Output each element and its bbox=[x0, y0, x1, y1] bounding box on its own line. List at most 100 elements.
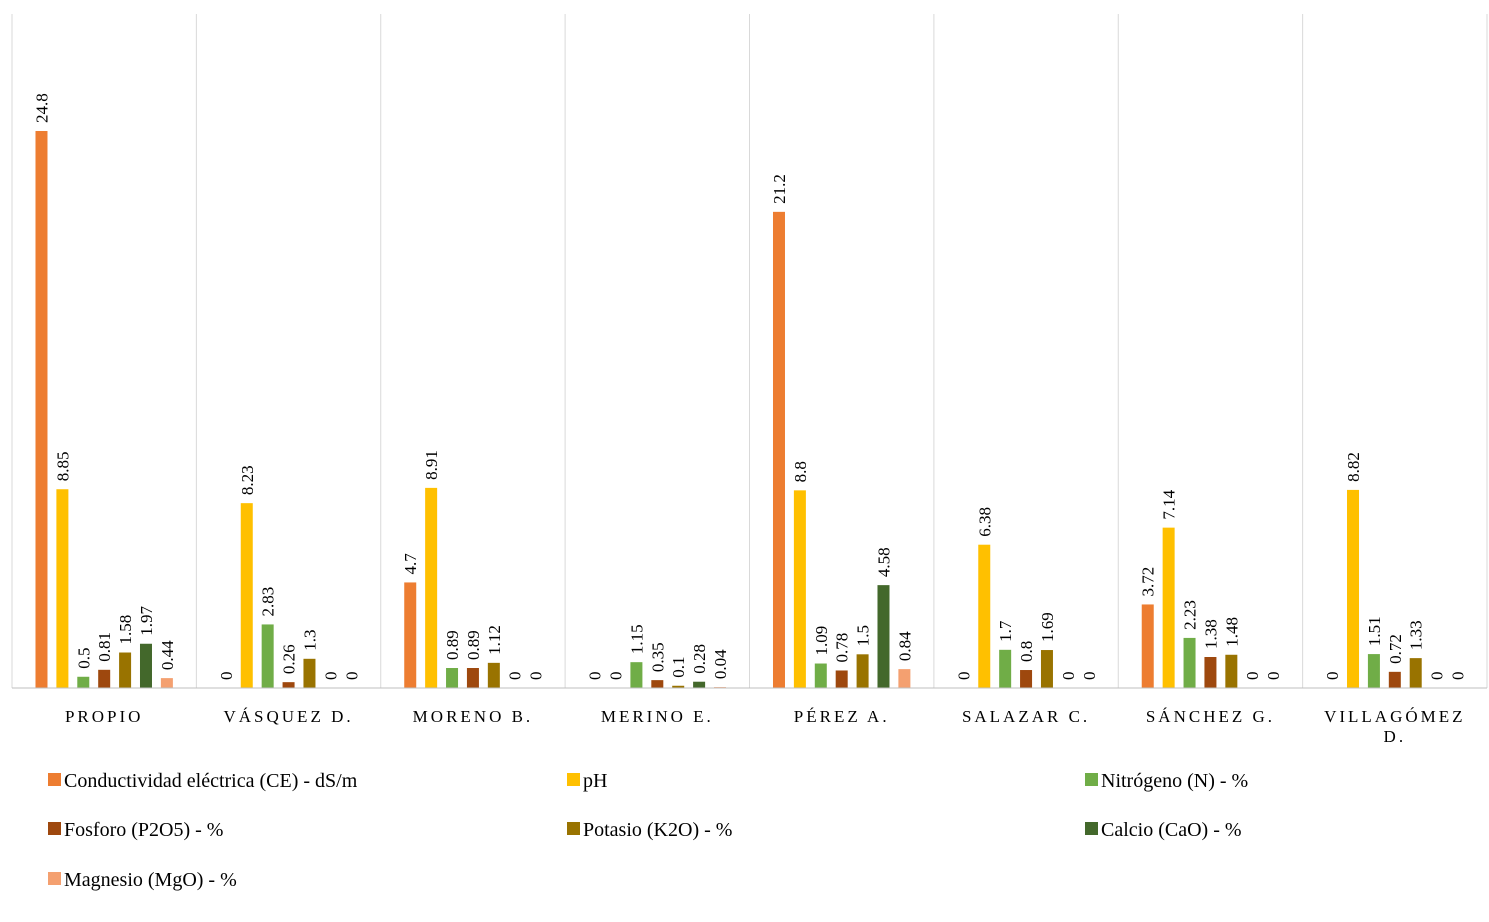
bar bbox=[446, 668, 459, 688]
data-label: 0 bbox=[1243, 672, 1262, 681]
data-labels: 24.8 8.85 0.5 0.811.58 1.970.44 0 8.23 2.83 0.26… bbox=[32, 93, 1467, 680]
category-label: VILLAGÓMEZ bbox=[1324, 707, 1465, 726]
bar bbox=[1141, 604, 1154, 688]
bar bbox=[56, 489, 69, 688]
data-label: 8.85 bbox=[53, 451, 72, 481]
legend-swatch bbox=[1085, 822, 1098, 835]
bar bbox=[999, 649, 1012, 688]
data-label: 0 bbox=[527, 672, 546, 681]
bar bbox=[98, 669, 111, 688]
bar bbox=[978, 544, 991, 688]
data-label: 7.14 bbox=[1160, 489, 1179, 519]
data-label: 2.23 bbox=[1181, 600, 1200, 630]
bars bbox=[35, 130, 1422, 688]
data-label: 21.2 bbox=[770, 174, 789, 204]
legend-label: Calcio (CaO) - % bbox=[1101, 819, 1242, 841]
legend-label: Conductividad eléctrica (CE) - dS/m bbox=[64, 770, 358, 792]
bar bbox=[814, 663, 827, 688]
bar bbox=[77, 676, 90, 688]
bar bbox=[1388, 671, 1401, 688]
legend-label: Nitrógeno (N) - % bbox=[1101, 770, 1248, 792]
data-label: 0 bbox=[1323, 672, 1342, 681]
category-label: D. bbox=[1384, 727, 1407, 746]
bar bbox=[35, 130, 48, 688]
data-label: 1.12 bbox=[485, 625, 504, 655]
legend-swatch bbox=[48, 872, 61, 885]
data-label: 8.23 bbox=[238, 465, 257, 495]
data-label: 4.58 bbox=[874, 547, 893, 577]
data-label: 0 bbox=[1059, 672, 1078, 681]
bar bbox=[630, 662, 643, 688]
bar bbox=[877, 585, 890, 688]
legend-swatch bbox=[48, 773, 61, 786]
category-labels: PROPIO VÁSQUEZ D. MORENO B. MERINO E. PÉREZ … bbox=[65, 707, 1465, 746]
data-label: 6.38 bbox=[975, 507, 994, 537]
bar bbox=[772, 211, 785, 688]
bar bbox=[303, 658, 316, 688]
data-label: 0 bbox=[506, 672, 525, 681]
data-label: 8.82 bbox=[1344, 452, 1363, 482]
bar bbox=[160, 678, 173, 688]
data-label: 1.69 bbox=[1038, 612, 1057, 642]
bar bbox=[1020, 670, 1033, 688]
data-label: 1.7 bbox=[996, 620, 1015, 642]
data-label: 1.15 bbox=[627, 624, 646, 654]
data-label: 0 bbox=[1080, 672, 1099, 681]
bar bbox=[466, 668, 479, 688]
data-label: 3.72 bbox=[1139, 567, 1158, 597]
bar bbox=[793, 490, 806, 688]
data-label: 1.33 bbox=[1407, 620, 1426, 650]
data-label: 1.97 bbox=[137, 606, 156, 636]
data-label: 0.1 bbox=[669, 657, 688, 678]
data-label: 0.5 bbox=[74, 648, 93, 669]
bar bbox=[651, 680, 664, 688]
bar bbox=[240, 503, 253, 688]
bar bbox=[1204, 657, 1217, 688]
data-label: 0.89 bbox=[443, 630, 462, 660]
data-label: 0 bbox=[342, 672, 361, 681]
category-label: SÁNCHEZ G. bbox=[1146, 707, 1275, 726]
bar bbox=[1225, 654, 1238, 688]
bar bbox=[1409, 658, 1422, 688]
data-label: 0 bbox=[321, 672, 340, 681]
legend-swatch bbox=[48, 822, 61, 835]
data-label: 0.81 bbox=[95, 632, 114, 662]
legend-label: Magnesio (MgO) - % bbox=[64, 869, 237, 891]
bar bbox=[139, 643, 152, 688]
data-label: 1.58 bbox=[116, 615, 135, 645]
data-label: 2.83 bbox=[259, 587, 278, 617]
data-label: 1.5 bbox=[854, 625, 873, 646]
bar bbox=[119, 652, 132, 688]
data-label: 1.48 bbox=[1222, 617, 1241, 647]
legend-swatch bbox=[1085, 773, 1098, 786]
data-label: 24.8 bbox=[32, 93, 51, 123]
bar bbox=[672, 685, 685, 688]
legend-label: Fosforo (P2O5) - % bbox=[64, 819, 223, 841]
data-label: 0.28 bbox=[690, 644, 709, 674]
legend-label: pH bbox=[583, 770, 607, 792]
data-label: 0 bbox=[607, 672, 626, 681]
data-label: 0.89 bbox=[464, 630, 483, 660]
bar bbox=[1183, 637, 1196, 688]
bar bbox=[693, 681, 706, 688]
category-label: PROPIO bbox=[65, 707, 143, 726]
category-label: PÉREZ A. bbox=[794, 707, 890, 726]
data-label: 0.26 bbox=[280, 644, 299, 674]
category-label: MORENO B. bbox=[413, 707, 534, 726]
category-label: MERINO E. bbox=[601, 707, 714, 726]
data-label: 0 bbox=[1428, 672, 1447, 681]
data-label: 0.35 bbox=[648, 642, 667, 672]
data-label: 0 bbox=[954, 672, 973, 681]
legend: Conductividad eléctrica (CE) - dS/m pH Nit… bbox=[48, 770, 1248, 891]
legend-swatch bbox=[567, 822, 580, 835]
bar bbox=[425, 487, 438, 688]
category-label: VÁSQUEZ D. bbox=[224, 707, 354, 726]
data-label: 8.91 bbox=[422, 450, 441, 480]
data-label: 1.51 bbox=[1365, 616, 1384, 646]
data-label: 0.72 bbox=[1386, 634, 1405, 664]
bar bbox=[856, 654, 869, 688]
bar bbox=[1367, 654, 1380, 688]
data-label: 8.8 bbox=[791, 461, 810, 482]
bar bbox=[1347, 489, 1360, 688]
bar bbox=[898, 669, 911, 688]
